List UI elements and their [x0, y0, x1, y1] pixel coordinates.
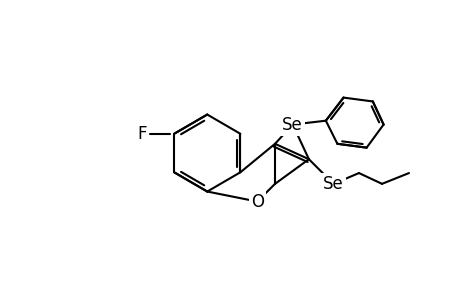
Text: O: O: [250, 193, 263, 211]
Text: F: F: [137, 125, 146, 143]
Text: Se: Se: [282, 116, 302, 134]
Text: Se: Se: [323, 175, 343, 193]
